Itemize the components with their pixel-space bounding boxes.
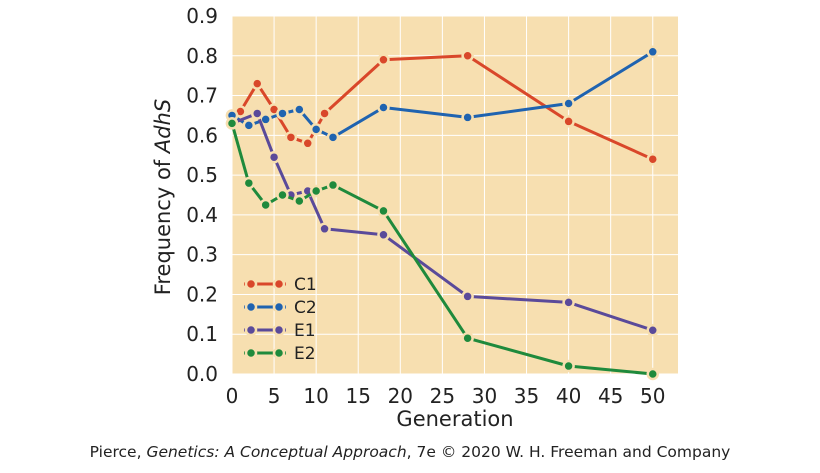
- data-point: [562, 296, 575, 309]
- data-point: [242, 176, 256, 190]
- legend-label: E2: [294, 344, 316, 364]
- y-tick-label: 0.1: [186, 322, 218, 346]
- data-point: [309, 123, 323, 136]
- x-tick-label: 0: [226, 384, 239, 408]
- y-tick-label: 0.6: [186, 123, 218, 147]
- data-point: [646, 152, 660, 166]
- data-point: [461, 111, 474, 124]
- y-tick-label: 0.2: [186, 282, 218, 306]
- legend-swatch-marker: [244, 323, 258, 337]
- data-point: [461, 290, 474, 303]
- legend-swatch-marker: [244, 346, 258, 360]
- data-point: [326, 131, 340, 144]
- y-tick-label: 0.8: [186, 44, 218, 68]
- data-point: [267, 150, 281, 164]
- x-tick-label: 40: [556, 384, 581, 408]
- data-point: [225, 117, 239, 130]
- data-point: [284, 131, 298, 144]
- y-tick-label: 0.5: [186, 163, 218, 187]
- x-tick-label: 20: [388, 384, 413, 408]
- x-tick-label: 30: [472, 384, 497, 408]
- data-point: [259, 198, 272, 212]
- y-tick-label: 0.3: [186, 243, 218, 267]
- data-point: [562, 115, 575, 128]
- data-point: [276, 188, 289, 202]
- data-point: [250, 77, 264, 90]
- data-point: [646, 323, 660, 337]
- legend-swatch-marker: [272, 346, 286, 360]
- data-point: [646, 45, 660, 59]
- legend-swatch-marker: [244, 277, 258, 291]
- data-point: [293, 194, 306, 208]
- series-layer: [225, 45, 660, 381]
- y-axis-ticks: 0.0 0.1 0.2 0.3 0.4 0.5 0.6 0.7 0.8 0.9: [186, 4, 218, 386]
- data-point: [377, 101, 390, 114]
- series-line-e1: [231, 112, 654, 332]
- data-point: [293, 103, 306, 116]
- data-point: [326, 178, 340, 192]
- x-tick-label: 5: [268, 384, 281, 408]
- y-axis-title: Frequency of AdhS: [151, 99, 175, 295]
- x-axis-ticks: 0 5 10 15 20 25 30 35 40 45 50: [226, 384, 666, 408]
- legend-swatch-marker: [244, 300, 258, 314]
- data-point: [461, 331, 474, 345]
- y-tick-label: 0.4: [186, 203, 218, 227]
- data-point: [461, 49, 474, 63]
- legend-swatch-marker: [272, 300, 286, 314]
- x-tick-label: 45: [598, 384, 623, 408]
- x-tick-label: 15: [345, 384, 370, 408]
- x-tick-label: 10: [303, 384, 328, 408]
- data-point: [242, 119, 256, 132]
- credit-rest: , 7e © 2020 W. H. Freeman and Company: [406, 443, 731, 461]
- legend-item-c1: C1: [244, 275, 317, 295]
- legend-label: C2: [294, 298, 317, 318]
- data-point: [562, 359, 575, 373]
- data-point: [646, 367, 660, 381]
- grid: [231, 15, 678, 375]
- data-point: [301, 137, 314, 150]
- credit-book-title: Genetics: A Conceptual Approach: [146, 443, 407, 461]
- data-point: [377, 228, 390, 242]
- x-tick-label: 35: [514, 384, 539, 408]
- legend-swatch-marker: [272, 323, 286, 337]
- data-point: [318, 222, 331, 236]
- legend: C1 C2 E1 E2: [244, 275, 317, 364]
- y-tick-label: 0.7: [186, 84, 218, 108]
- legend-item-e1: E1: [244, 321, 316, 341]
- figure-credit: Pierce, Genetics: A Conceptual Approach,…: [0, 443, 820, 461]
- data-point: [318, 107, 331, 120]
- data-point: [250, 107, 264, 120]
- data-point: [276, 107, 289, 120]
- legend-item-e2: E2: [244, 344, 316, 364]
- legend-label: C1: [294, 275, 317, 295]
- data-point: [309, 184, 323, 198]
- x-tick-label: 50: [640, 384, 665, 408]
- credit-author: Pierce,: [89, 443, 147, 461]
- x-tick-label: 25: [430, 384, 455, 408]
- y-axis-title-prefix: Frequency of: [151, 153, 175, 295]
- y-tick-label: 0.9: [186, 4, 218, 28]
- series-c1: [225, 49, 660, 166]
- legend-swatch-marker: [272, 277, 286, 291]
- legend-item-c2: C2: [244, 298, 317, 318]
- y-tick-label: 0.0: [186, 362, 218, 386]
- data-point: [562, 97, 575, 110]
- legend-label: E1: [294, 321, 316, 341]
- x-axis-title: Generation: [396, 407, 513, 431]
- data-point: [377, 53, 390, 67]
- y-axis-title-gene: AdhS: [151, 99, 175, 155]
- series-e2: [225, 117, 660, 381]
- data-point: [377, 204, 390, 218]
